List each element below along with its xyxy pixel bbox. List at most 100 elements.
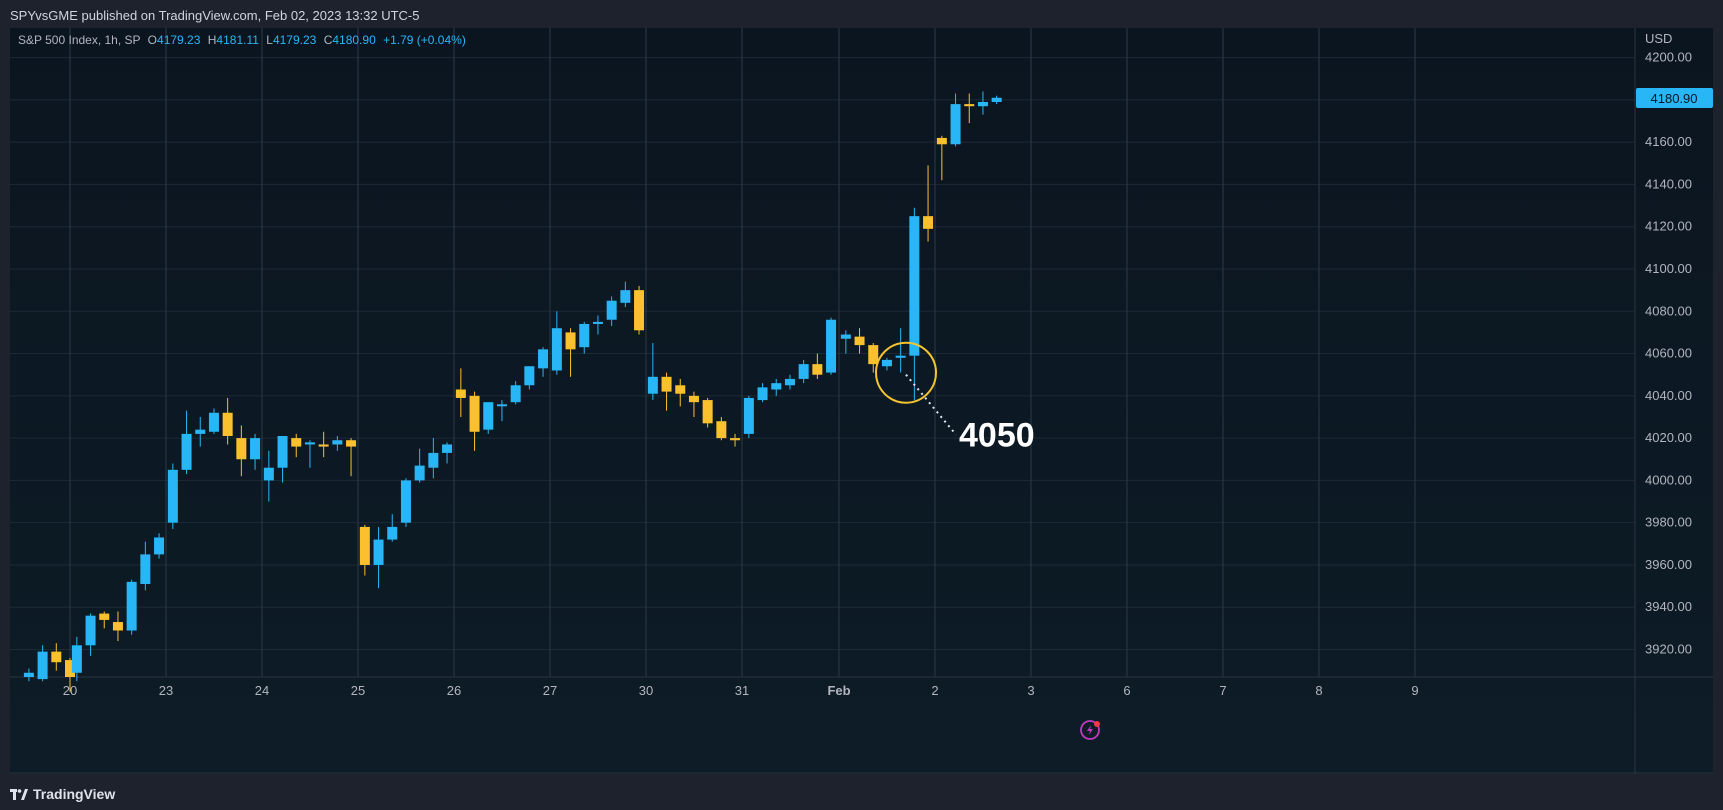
candle-body bbox=[634, 290, 645, 331]
candle bbox=[812, 353, 823, 379]
candle-body bbox=[964, 104, 975, 107]
time-tick-label: 7 bbox=[1219, 683, 1226, 698]
lightning-icon[interactable] bbox=[1080, 720, 1100, 740]
candle bbox=[647, 342, 658, 401]
candle-body bbox=[812, 364, 823, 375]
candle bbox=[236, 425, 247, 477]
candle bbox=[840, 330, 851, 354]
time-tick-label: 2 bbox=[931, 683, 938, 698]
time-tick-label: 24 bbox=[255, 683, 269, 698]
legend-low-label: L bbox=[266, 33, 273, 47]
time-tick-label: Feb bbox=[827, 683, 850, 698]
price-tick-label: 3960.00 bbox=[1645, 557, 1692, 572]
chart-area[interactable]: USD 4200.004180.004160.004140.004120.004… bbox=[10, 28, 1713, 774]
candle bbox=[359, 524, 370, 576]
candle bbox=[37, 645, 48, 682]
legend-open-label: O bbox=[148, 33, 157, 47]
candle bbox=[771, 378, 782, 396]
legend-change: +1.79 (+0.04%) bbox=[383, 33, 466, 47]
candle-body bbox=[277, 436, 288, 468]
time-tick-label: 27 bbox=[543, 683, 557, 698]
candle-body bbox=[936, 137, 947, 145]
candle bbox=[428, 438, 439, 479]
time-tick-label: 25 bbox=[351, 683, 365, 698]
candle bbox=[757, 383, 768, 403]
price-axis[interactable]: USD 4200.004180.004160.004140.004120.004… bbox=[1645, 31, 1692, 657]
candlestick-chart[interactable]: USD 4200.004180.004160.004140.004120.004… bbox=[10, 28, 1713, 774]
legend-high-label: H bbox=[208, 33, 217, 47]
candle bbox=[991, 95, 1002, 105]
candle bbox=[277, 436, 288, 483]
candle bbox=[620, 281, 631, 308]
annotation-circle bbox=[875, 341, 937, 404]
candle-body bbox=[483, 402, 494, 430]
candle bbox=[716, 416, 727, 441]
legend-low: 4179.23 bbox=[273, 33, 317, 47]
candle-body bbox=[702, 400, 713, 424]
candle bbox=[346, 438, 357, 477]
candle bbox=[99, 611, 110, 629]
candle-body bbox=[250, 438, 261, 460]
candle bbox=[263, 450, 274, 502]
candle bbox=[881, 357, 892, 371]
candle bbox=[208, 408, 219, 434]
price-tick-label: 3940.00 bbox=[1645, 599, 1692, 614]
candle bbox=[250, 433, 261, 470]
candle-body bbox=[620, 290, 631, 303]
candle-body bbox=[950, 104, 961, 145]
candle bbox=[551, 311, 562, 375]
candle-body bbox=[784, 378, 795, 386]
candle bbox=[85, 613, 96, 656]
candle-body bbox=[592, 321, 603, 324]
ohlc-legend: S&P 500 Index, 1h, SP O4179.23 H4181.11 … bbox=[18, 33, 466, 47]
candle-body bbox=[854, 336, 865, 346]
candle bbox=[592, 315, 603, 335]
candle bbox=[154, 533, 165, 559]
candle-body bbox=[647, 376, 658, 394]
candle bbox=[332, 436, 343, 451]
candle-body bbox=[716, 421, 727, 439]
candle bbox=[964, 93, 975, 124]
top-bar: SPYvsGME published on TradingView.com, F… bbox=[0, 0, 1723, 28]
candle bbox=[126, 579, 137, 635]
candle-body bbox=[85, 615, 96, 646]
candle bbox=[65, 657, 75, 692]
candle bbox=[469, 391, 480, 451]
candle-body bbox=[181, 433, 192, 470]
candle bbox=[538, 347, 549, 377]
candle-body bbox=[688, 395, 699, 403]
candle-body bbox=[154, 537, 165, 555]
candle-body bbox=[304, 442, 315, 445]
price-annotation[interactable]: 4050 bbox=[875, 341, 1035, 455]
time-tick-label: 31 bbox=[735, 683, 749, 698]
candle bbox=[634, 285, 645, 335]
candle-body bbox=[743, 397, 754, 434]
candle bbox=[936, 135, 947, 181]
legend-open: 4179.23 bbox=[157, 33, 201, 47]
candle-body bbox=[524, 366, 535, 386]
price-tick-label: 4200.00 bbox=[1645, 50, 1692, 65]
legend-close: 4180.90 bbox=[332, 33, 376, 47]
candle-body bbox=[387, 526, 398, 540]
candle-body bbox=[400, 480, 411, 523]
candle bbox=[854, 328, 865, 354]
candle-body bbox=[195, 429, 206, 434]
price-tick-label: 4080.00 bbox=[1645, 303, 1692, 318]
candle-body bbox=[675, 385, 686, 394]
price-tick-label: 4100.00 bbox=[1645, 261, 1692, 276]
tradingview-logo[interactable]: TradingView bbox=[10, 786, 115, 802]
candle-body bbox=[730, 438, 741, 441]
candle bbox=[181, 410, 192, 475]
candle-body bbox=[263, 467, 274, 481]
candle bbox=[291, 433, 302, 458]
time-axis[interactable]: 20 23 24 25 26 27 30 31 Feb 2 3 6 7 8 9 bbox=[63, 683, 1419, 698]
candle-body bbox=[346, 440, 357, 447]
candle-body bbox=[65, 660, 75, 677]
candle-body bbox=[37, 651, 48, 680]
currency-label: USD bbox=[1645, 31, 1672, 46]
publisher-line: SPYvsGME published on TradingView.com, F… bbox=[10, 8, 420, 23]
candle bbox=[222, 397, 233, 445]
candle bbox=[950, 93, 961, 147]
candle-body bbox=[757, 387, 768, 401]
candle-body bbox=[373, 539, 384, 565]
